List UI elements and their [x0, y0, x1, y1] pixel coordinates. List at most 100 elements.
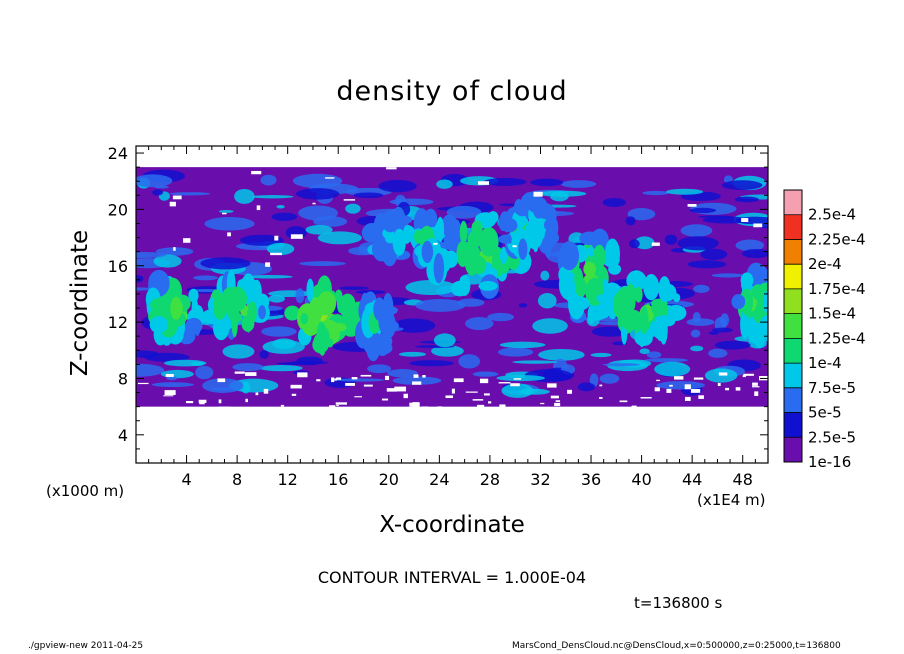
- cloud-gap: [394, 386, 407, 392]
- contour-interval: CONTOUR INTERVAL = 1.000E-04: [317, 568, 587, 587]
- cloud-streak: [465, 317, 494, 331]
- cloud-streak: [639, 348, 650, 355]
- cloud-gap: [512, 245, 517, 248]
- cloud-gap: [666, 388, 672, 393]
- cloud-streak: [271, 212, 298, 221]
- cloud-gap: [335, 402, 347, 405]
- cloud-streak: [193, 275, 218, 281]
- cloud-gap: [669, 384, 673, 387]
- colorbar-label: 1e-16: [808, 453, 851, 471]
- cloud-gap: [218, 406, 231, 410]
- cloud-streak: [345, 203, 361, 214]
- cloud-cell: [673, 293, 681, 303]
- cloud-streak: [472, 371, 499, 377]
- cloud-gap: [684, 396, 691, 401]
- cloud-streak: [260, 174, 277, 186]
- cloud-gap: [547, 383, 557, 388]
- cloud-gap: [218, 399, 222, 404]
- cloud-gap: [414, 132, 425, 133]
- cloud-gap: [499, 404, 506, 408]
- cloud-streak: [483, 177, 527, 186]
- cloud-gap: [256, 205, 261, 211]
- cloud-cell: [740, 288, 754, 316]
- cloud-gap: [153, 126, 163, 130]
- cloud-streak: [244, 275, 293, 279]
- cloud-streak: [735, 239, 765, 252]
- cloud-streak: [151, 382, 194, 388]
- cloud-cell: [149, 316, 169, 334]
- cloud-streak: [272, 338, 296, 350]
- cloud-gap: [199, 400, 205, 405]
- cloud-streak: [166, 375, 178, 381]
- cloud-gap: [651, 242, 660, 246]
- cloud-gap: [483, 393, 490, 396]
- cloud-streak: [664, 234, 678, 245]
- cloud-streak: [239, 234, 284, 246]
- cloud-streak: [317, 231, 362, 245]
- cloud-streak: [711, 273, 745, 278]
- cloud-streak: [487, 312, 515, 322]
- cloud-gap: [687, 204, 697, 207]
- cloud-gap: [325, 177, 335, 179]
- colorbar-segment: [784, 288, 802, 314]
- cloud-streak: [436, 179, 453, 189]
- cloud-gap: [345, 382, 356, 386]
- cloud-gap: [336, 377, 342, 380]
- cloud-streak: [656, 381, 705, 390]
- cloud-field: [136, 125, 768, 412]
- cloud-gap: [290, 384, 302, 389]
- cloud-streak: [687, 260, 727, 269]
- cloud-gap: [297, 372, 308, 378]
- cloud-streak: [387, 369, 418, 378]
- cloud-gap: [245, 398, 248, 403]
- cloud-streak: [353, 192, 384, 199]
- cloud-streak: [642, 190, 670, 196]
- cloud-cell: [758, 314, 768, 339]
- cloud-gap: [599, 397, 603, 399]
- cloud-cell: [340, 307, 361, 318]
- cloud-cell: [639, 306, 649, 335]
- cloud-streak: [712, 327, 733, 333]
- colorbar-segment: [784, 190, 802, 215]
- colorbar-label: 1.5e-4: [808, 305, 856, 323]
- cloud-gap: [742, 375, 746, 378]
- cloud-cell: [470, 255, 487, 275]
- cloud-streak: [654, 361, 691, 377]
- cloud-gap: [179, 125, 186, 128]
- cloud-streak: [689, 207, 717, 214]
- cloud-cell: [606, 287, 614, 317]
- cloud-cell: [443, 250, 459, 268]
- cloud-gap: [640, 397, 652, 399]
- cloud-streak: [721, 180, 763, 190]
- x-tick-label: 20: [379, 470, 399, 489]
- footer-right: MarsCond_DensCloud.nc@DensCloud,x=0:5000…: [512, 641, 841, 651]
- cloud-gap: [654, 387, 660, 392]
- cloud-cell: [424, 208, 438, 229]
- cloud-streak: [409, 360, 454, 367]
- cloud-gap: [445, 395, 453, 399]
- cloud-streak: [708, 331, 720, 335]
- cloud-streak: [590, 352, 612, 358]
- cloud-cell: [740, 272, 754, 289]
- cloud-streak: [295, 288, 305, 304]
- cloud-cell: [255, 293, 270, 311]
- cloud-streak: [644, 358, 689, 363]
- cloud-gap: [163, 395, 174, 397]
- cloud-cell: [361, 223, 383, 243]
- cloud-cell: [316, 326, 330, 347]
- cloud-gap: [690, 389, 701, 393]
- cloud-streak: [153, 254, 182, 268]
- time-label: t=136800 s: [634, 594, 723, 612]
- cloud-streak: [261, 326, 297, 337]
- cloud-streak: [577, 382, 596, 392]
- colorbar-label: 2.5e-5: [808, 428, 856, 446]
- cloud-gap: [477, 404, 485, 408]
- cloud-cell: [604, 238, 620, 269]
- cloud-gap: [291, 393, 297, 396]
- cloud-streak: [136, 350, 160, 358]
- cloud-gap: [329, 405, 336, 409]
- cloud-streak: [714, 340, 751, 350]
- cloud-gap: [717, 382, 721, 387]
- cloud-gap: [631, 405, 637, 408]
